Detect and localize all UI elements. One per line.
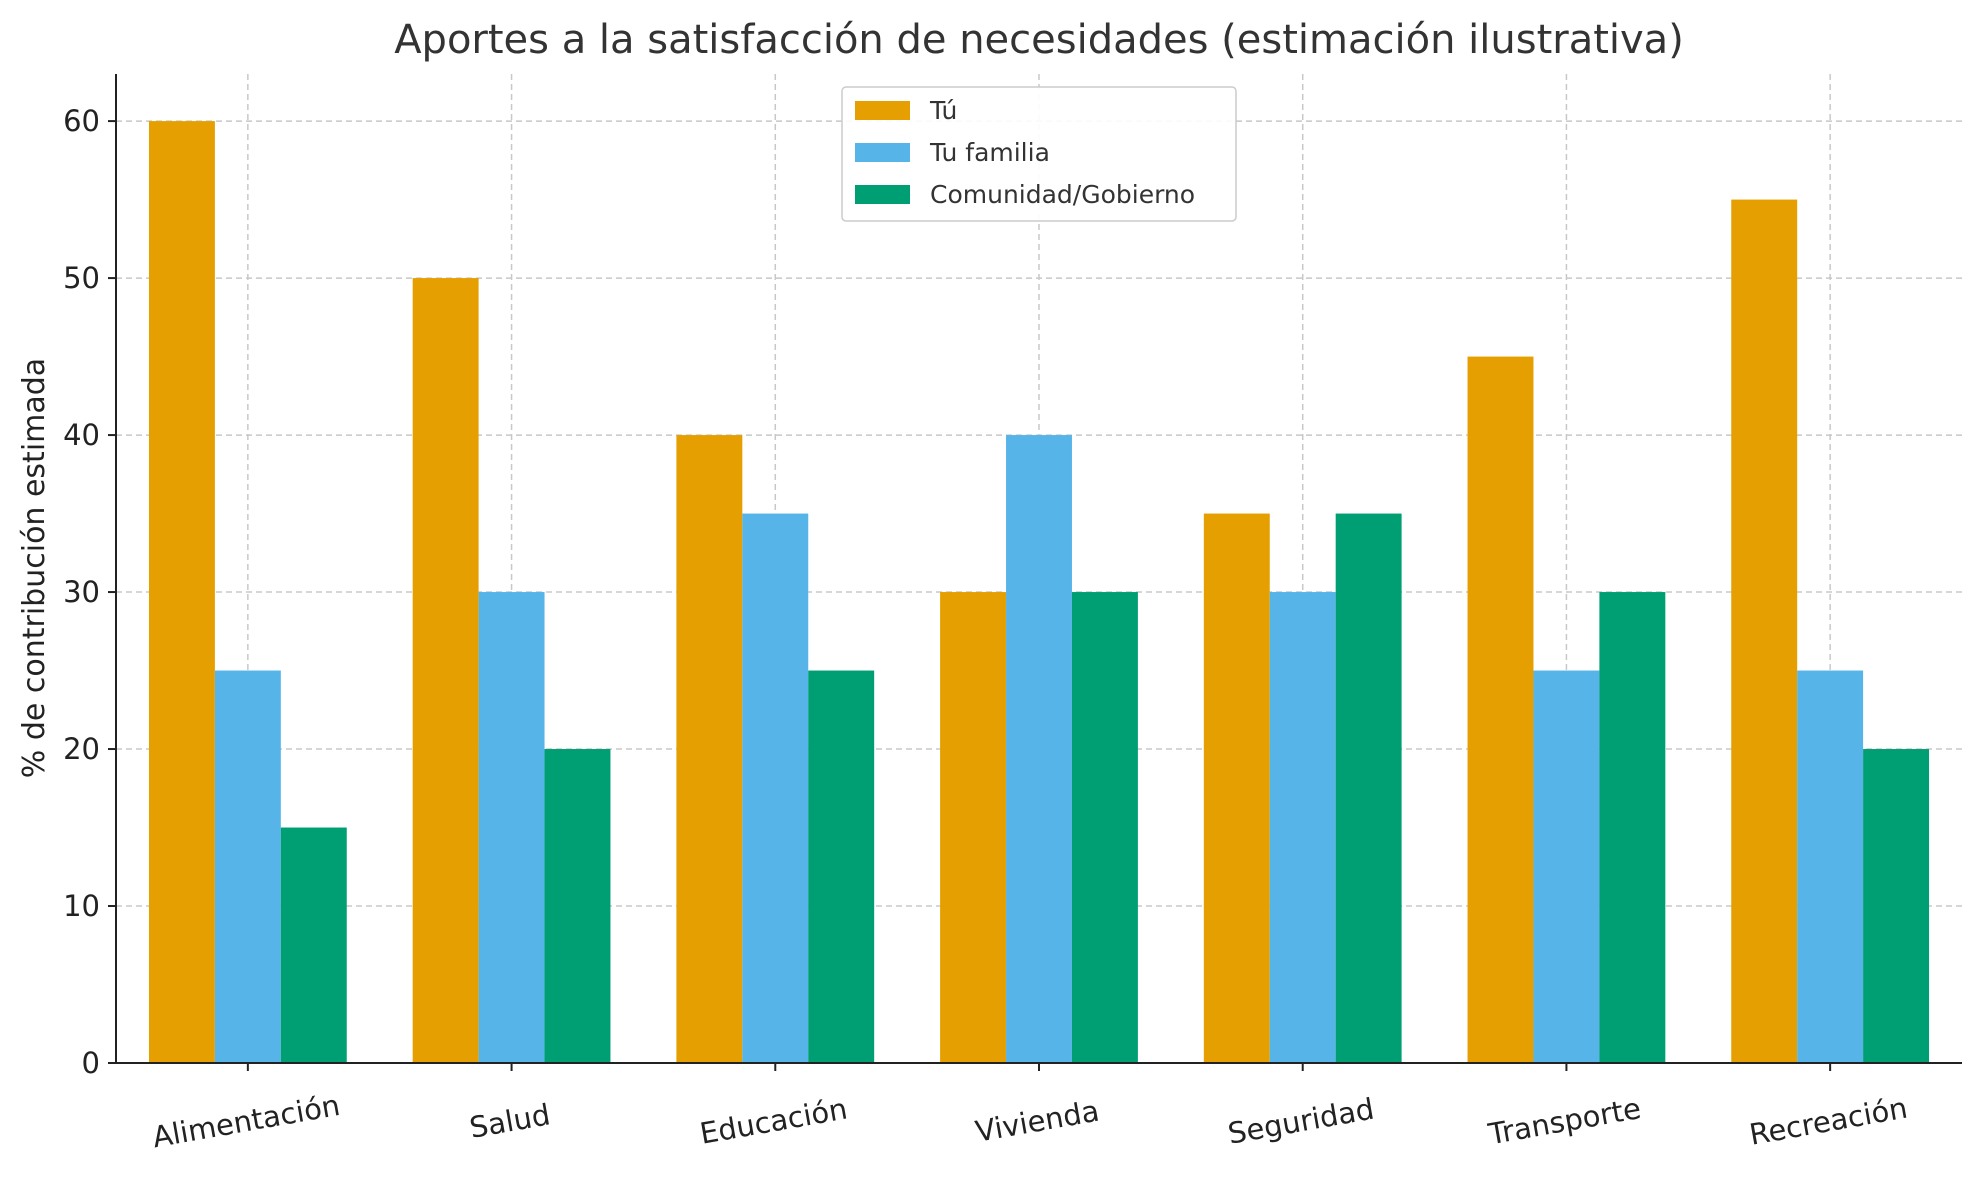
chart-title: Aportes a la satisfacción de necesidades… bbox=[394, 17, 1684, 63]
bar bbox=[280, 827, 347, 1063]
bar bbox=[1203, 513, 1270, 1063]
bar bbox=[412, 278, 479, 1064]
bar bbox=[1599, 592, 1666, 1063]
bar bbox=[940, 592, 1007, 1063]
x-tick-label: Vivienda bbox=[973, 1094, 1102, 1149]
bar bbox=[1467, 356, 1534, 1064]
x-tick-label: Salud bbox=[467, 1097, 553, 1145]
bar bbox=[1071, 592, 1138, 1063]
x-tick-label: Recreación bbox=[1747, 1091, 1910, 1152]
x-tick-label: Transporte bbox=[1485, 1091, 1643, 1151]
y-axis-label: % de contribución estimada bbox=[17, 358, 52, 778]
legend-label: Comunidad/Gobierno bbox=[930, 180, 1195, 209]
bar bbox=[478, 592, 545, 1063]
legend-swatch bbox=[855, 185, 910, 204]
y-tick-label: 30 bbox=[63, 575, 100, 609]
bar bbox=[544, 749, 611, 1063]
legend-box bbox=[841, 86, 1237, 222]
legend-swatch bbox=[855, 143, 910, 162]
x-ticks: Alimentación Salud Educación Vivienda Seguri… bbox=[150, 1063, 1910, 1154]
y-tick-label: 50 bbox=[63, 261, 100, 295]
legend-label: Tu familia bbox=[929, 138, 1050, 167]
y-tick-label: 40 bbox=[63, 418, 100, 452]
bar bbox=[1731, 199, 1798, 1064]
bar bbox=[1533, 670, 1600, 1063]
x-tick-label: Seguridad bbox=[1225, 1092, 1376, 1151]
bar bbox=[1335, 513, 1402, 1063]
legend-swatch bbox=[855, 101, 910, 120]
y-ticks: 0 10 20 30 40 50 60 bbox=[63, 104, 116, 1080]
bar bbox=[1863, 749, 1930, 1063]
y-tick-label: 10 bbox=[63, 889, 100, 923]
bar bbox=[1797, 670, 1864, 1063]
bar bbox=[1269, 592, 1336, 1063]
x-tick-label: Educación bbox=[697, 1091, 850, 1150]
bar bbox=[214, 670, 281, 1063]
bar bbox=[676, 435, 743, 1064]
bar bbox=[148, 121, 215, 1064]
bar bbox=[1006, 435, 1072, 1064]
legend-label: Tú bbox=[929, 96, 957, 125]
y-tick-label: 60 bbox=[63, 104, 100, 138]
x-tick-label: Alimentación bbox=[150, 1088, 343, 1154]
bar bbox=[742, 513, 809, 1063]
y-tick-label: 0 bbox=[82, 1046, 100, 1080]
bars bbox=[148, 121, 1930, 1064]
legend: Tú Tu familia Comunidad/Gobierno bbox=[841, 86, 1237, 222]
bar bbox=[808, 670, 875, 1063]
y-tick-label: 20 bbox=[63, 732, 100, 766]
